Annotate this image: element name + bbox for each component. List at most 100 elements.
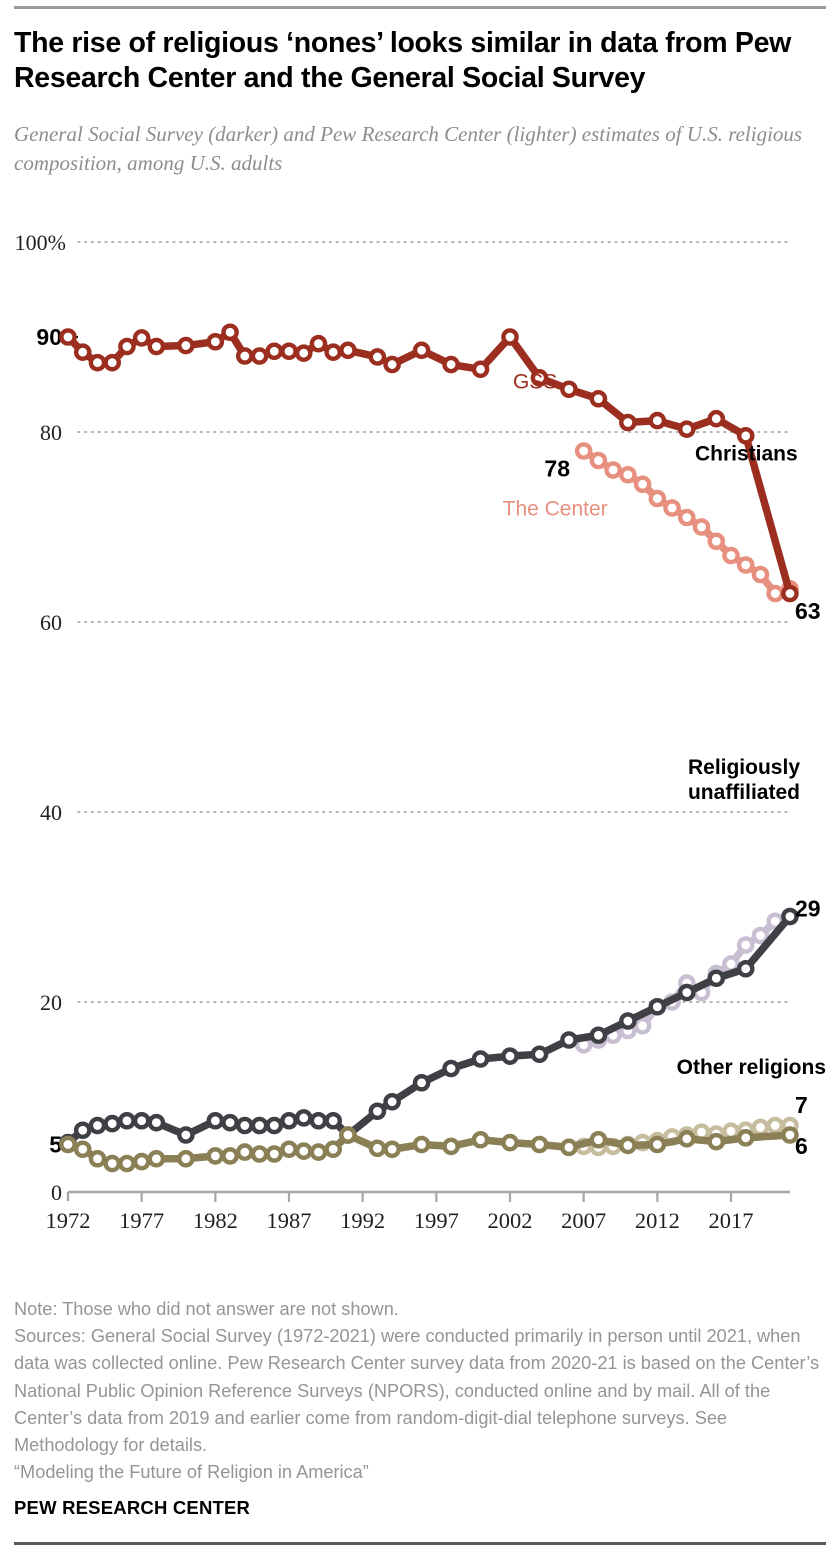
- data-point: [751, 926, 770, 945]
- data-point: [206, 1147, 225, 1165]
- other-7-value: 7: [795, 1092, 808, 1118]
- data-point: [766, 584, 785, 603]
- data-point: [619, 1136, 637, 1155]
- data-point: [383, 1092, 401, 1111]
- christians-78-value: 78: [544, 456, 570, 482]
- data-point: [265, 1116, 284, 1135]
- y-tick-label-5: 5: [49, 1132, 62, 1158]
- x-tick-label-1997: 1997: [414, 1208, 459, 1233]
- series-religiously-unaffiliated-gss-: [59, 907, 799, 1152]
- data-point: [118, 1111, 136, 1130]
- data-point: [250, 1145, 269, 1163]
- data-point: [442, 1137, 460, 1156]
- data-point: [88, 1149, 107, 1168]
- data-point: [560, 1031, 578, 1049]
- data-point: [265, 1145, 284, 1163]
- x-tick-label-2002: 2002: [488, 1208, 533, 1233]
- data-point: [633, 475, 652, 494]
- data-point: [265, 342, 284, 361]
- data-point: [368, 1139, 387, 1158]
- y-tick-label-100: 100%: [15, 230, 66, 255]
- data-point: [412, 1135, 431, 1154]
- data-point: [501, 1133, 519, 1152]
- x-tick-label-2012: 2012: [635, 1208, 680, 1233]
- y-tick-label-90: 90: [36, 324, 62, 350]
- y-tick-label-0: 0: [51, 1180, 62, 1205]
- data-point: [177, 336, 195, 355]
- data-point: [648, 489, 667, 508]
- other-religions-label: Other religions: [677, 1056, 826, 1079]
- data-point: [589, 1130, 608, 1149]
- data-point: [221, 323, 239, 342]
- data-point: [280, 1111, 298, 1130]
- data-point: [221, 1147, 239, 1165]
- data-point: [751, 1118, 770, 1137]
- data-point: [309, 1111, 328, 1130]
- x-axis-group: [66, 1190, 790, 1202]
- data-point: [235, 1143, 254, 1161]
- x-tick-labels-group: 1972 1977 1982 1987 1992 1997 2002 2007 2012 2017: [46, 1208, 754, 1233]
- x-tick-label-1982: 1982: [193, 1208, 238, 1233]
- data-point: [619, 465, 637, 484]
- data-point: [132, 1152, 151, 1171]
- data-point: [294, 1142, 313, 1160]
- x-tick-label-1992: 1992: [340, 1208, 385, 1233]
- y-tick-label-20: 20: [40, 990, 62, 1015]
- data-point: [383, 355, 401, 374]
- annotations-layer: GSS The Center Christians 78 63 Religiouslyun…: [503, 370, 826, 1159]
- data-point: [707, 532, 726, 551]
- data-point: [530, 1045, 549, 1064]
- data-point: [707, 409, 726, 428]
- data-point: [736, 1129, 755, 1147]
- data-point: [648, 997, 667, 1016]
- other-6-value: 6: [795, 1133, 808, 1159]
- line-chart: 100% 90 80 60 40 20 5 0 1972 1977 1982 1987 1992 199…: [15, 230, 826, 1233]
- top-divider: [14, 6, 826, 9]
- data-point: [766, 1116, 785, 1135]
- sources-line: Sources: General Social Survey (1972-202…: [14, 1326, 820, 1456]
- data-point: [589, 451, 608, 470]
- data-point: [221, 1113, 239, 1132]
- data-point: [692, 518, 711, 536]
- page-title: The rise of religious ‘nones’ looks simi…: [14, 27, 792, 94]
- data-point: [678, 983, 696, 1002]
- data-point: [147, 1149, 166, 1168]
- y-tick-label-40: 40: [40, 800, 62, 825]
- data-point: [574, 442, 593, 460]
- data-point: [103, 1154, 121, 1173]
- data-point: [103, 353, 121, 372]
- religiously-unaffiliated-label: Religiously: [688, 756, 800, 779]
- data-point: [368, 1102, 387, 1121]
- data-point: [59, 1135, 77, 1154]
- christians-63-value: 63: [795, 598, 821, 624]
- data-point: [73, 1140, 92, 1159]
- data-point: [324, 1140, 343, 1159]
- data-point: [663, 499, 681, 517]
- report-title-line: “Modeling the Future of Religion in Amer…: [14, 1462, 369, 1483]
- series-christians-pew-: [574, 442, 799, 603]
- data-point: [368, 348, 387, 366]
- pew-research-center-brand: PEW RESEARCH CENTER: [14, 1497, 251, 1518]
- y-tick-label-80: 80: [40, 420, 62, 445]
- data-point: [648, 411, 667, 430]
- data-point: [736, 426, 755, 445]
- data-point: [678, 508, 696, 527]
- data-point: [309, 334, 328, 353]
- christians-label: Christians: [695, 443, 798, 466]
- data-point: [206, 332, 225, 351]
- religiously-unaffiliated-label-line2: unaffiliated: [688, 781, 800, 804]
- data-point: [781, 1126, 799, 1144]
- data-point: [235, 347, 254, 365]
- data-point: [722, 546, 740, 565]
- data-point: [736, 556, 755, 574]
- note-line: Note: Those who did not answer are not s…: [14, 1299, 399, 1319]
- data-point: [604, 461, 622, 479]
- data-point: [560, 380, 578, 399]
- chart-subtitle: General Social Survey (darker) and Pew R…: [14, 122, 803, 175]
- data-point: [118, 337, 136, 356]
- bottom-divider: [14, 1542, 826, 1545]
- data-point: [294, 344, 313, 362]
- data-point: [103, 1114, 121, 1133]
- data-point: [707, 969, 726, 988]
